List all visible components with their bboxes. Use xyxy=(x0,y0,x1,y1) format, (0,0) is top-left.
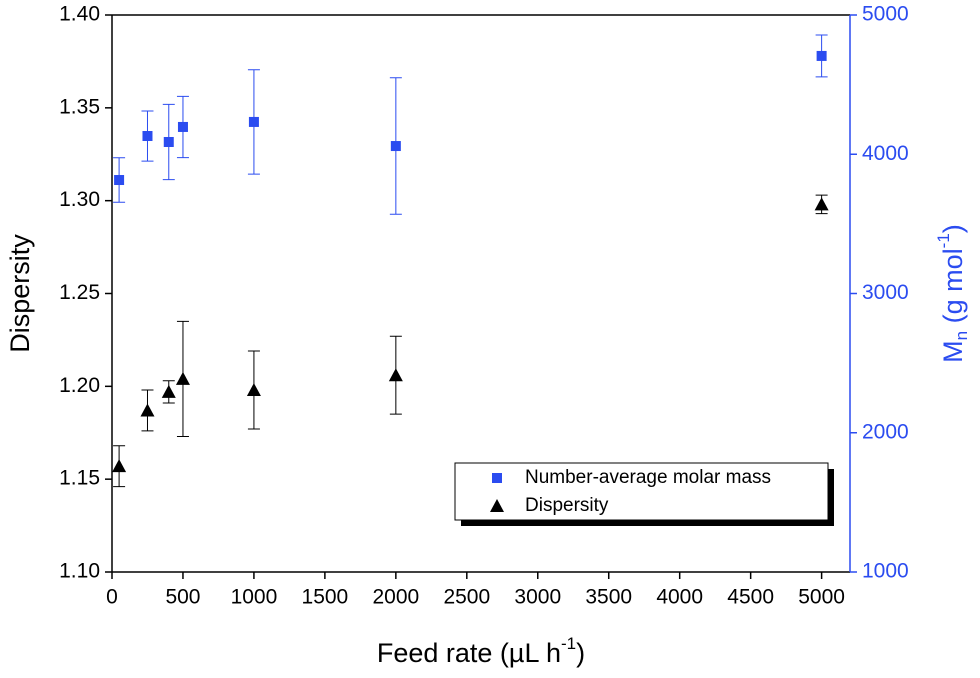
data-point xyxy=(388,368,403,382)
legend-marker xyxy=(492,473,502,483)
y-tick-label: 1.30 xyxy=(59,188,100,211)
y-tick-label: 1.10 xyxy=(59,560,100,583)
legend-marker xyxy=(490,499,504,512)
data-point xyxy=(248,116,259,127)
x-tick-label: 2500 xyxy=(443,586,490,609)
x-tick-label: 4500 xyxy=(727,586,774,609)
legend-label: Dispersity xyxy=(525,495,609,516)
x-tick-label: 1500 xyxy=(302,586,349,609)
data-point xyxy=(161,384,176,398)
data-point xyxy=(163,136,174,147)
x-tick-label: 0 xyxy=(106,586,118,609)
y2-axis-label-part: n xyxy=(952,331,971,340)
x-axis-label: Feed rate (µL h-1) xyxy=(377,634,585,668)
x-tick-label: 2000 xyxy=(372,586,419,609)
x-axis-label-part: ) xyxy=(576,638,585,668)
y-tick-label: 1.40 xyxy=(59,3,100,26)
y2-tick-label: 3000 xyxy=(862,281,909,304)
data-point xyxy=(112,459,127,473)
data-point xyxy=(246,383,261,397)
y-tick-label: 1.15 xyxy=(59,467,100,490)
x-tick-label: 3500 xyxy=(585,586,632,609)
y2-axis-label-part: ) xyxy=(938,224,968,233)
y2-tick-label: 1000 xyxy=(862,560,909,583)
y2-axis-label: Mn (g mol-1) xyxy=(934,224,971,363)
y-tick-label: 1.20 xyxy=(59,374,100,397)
y-tick-label: 1.35 xyxy=(59,95,100,118)
y2-tick-label: 5000 xyxy=(862,3,909,26)
data-point xyxy=(114,175,125,186)
y2-tick-label: 4000 xyxy=(862,142,909,165)
y2-axis-label-part: -1 xyxy=(934,233,953,248)
x-tick-label: 4000 xyxy=(656,586,703,609)
data-point xyxy=(142,131,153,142)
data-point xyxy=(390,141,401,152)
x-tick-label: 1000 xyxy=(231,586,278,609)
y2-axis-label-part: (g mol xyxy=(938,248,968,331)
x-tick-label: 3000 xyxy=(514,586,561,609)
x-tick-label: 5000 xyxy=(798,586,845,609)
x-tick-label: 500 xyxy=(165,586,200,609)
data-point xyxy=(177,121,188,132)
legend xyxy=(454,462,829,521)
y-axis-label: Dispersity xyxy=(5,234,35,353)
data-point xyxy=(140,403,155,417)
legend-label: Number-average molar mass xyxy=(525,467,771,488)
x-axis-label-part: -1 xyxy=(561,634,576,653)
data-point xyxy=(816,50,827,61)
y2-axis-label-part: M xyxy=(938,340,968,363)
x-axis-label-part: Feed rate (µL h xyxy=(377,638,561,668)
y-tick-label: 1.25 xyxy=(59,281,100,304)
y2-tick-label: 2000 xyxy=(862,420,909,443)
data-point xyxy=(814,197,829,211)
data-point xyxy=(175,371,190,385)
